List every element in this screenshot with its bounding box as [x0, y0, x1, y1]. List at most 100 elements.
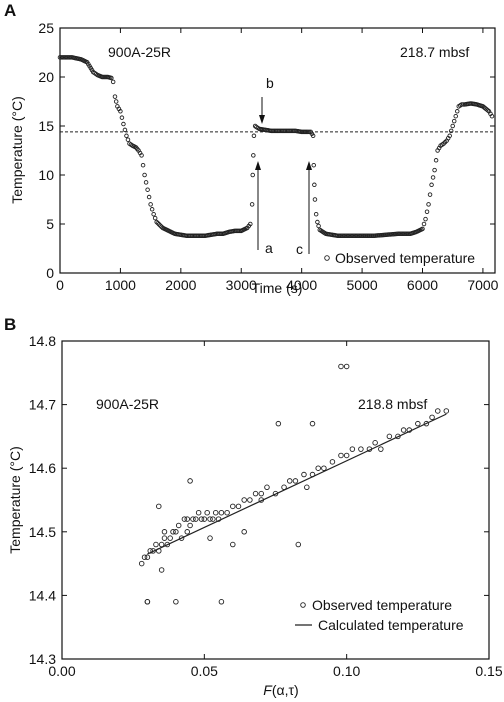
panel-a-x-tick-label: 2000: [165, 277, 196, 293]
panel-a-legend-marker: [324, 255, 330, 261]
panel-b-x-tick-label: 0.15: [475, 663, 502, 679]
panel-b-data-point: [286, 478, 293, 484]
panel-a-data-point: [109, 75, 114, 81]
panel-a-plot-frame: [59, 27, 496, 274]
panel-b-y-axis-label: Temperature (°C): [7, 446, 23, 554]
panel-a-annotation-c: c: [296, 241, 303, 257]
panel-b-y-tick-label: 14.7: [29, 397, 56, 413]
panel-b-data-point: [378, 446, 384, 452]
panel-b-data-point: [138, 560, 145, 567]
panel-b-data-point: [304, 484, 310, 491]
panel-b-y-tick-label: 14.5: [29, 524, 56, 540]
panel-a-data-point: [121, 121, 126, 127]
panel-b-data-point: [258, 497, 265, 503]
panel-a-data-point: [140, 162, 146, 168]
panel-b-data-point: [173, 599, 179, 605]
panel-a-data-point: [151, 211, 156, 217]
panel-a-data-point: [430, 175, 436, 180]
panel-b-data-point: [292, 478, 299, 484]
panel-b-data-point: [329, 459, 336, 465]
panel-b-data-point: [210, 516, 216, 522]
panel-b-data-point: [230, 503, 236, 510]
panel-a-data-point: [315, 219, 320, 225]
panel-b-data-point: [141, 554, 148, 560]
panel-a-data-point: [124, 133, 129, 139]
panel-b-data-point: [315, 465, 321, 471]
panel-a-data-point: [316, 223, 321, 229]
panel-b-data-point: [204, 509, 210, 516]
panel-a-data-point: [100, 74, 105, 80]
panel-b-data-point: [156, 548, 162, 554]
panel-b-data-point: [201, 516, 208, 522]
panel-a-x-axis-label: Time (s): [252, 280, 303, 296]
panel-b-data-point: [161, 529, 168, 535]
panel-b-data-point: [252, 490, 259, 497]
panel-a-data-point: [113, 99, 119, 104]
panel-a-data-point: [125, 137, 131, 142]
panel-a-legend-label: Observed temperature: [335, 250, 475, 266]
panel-a-x-ticks: 0 1000 2000 3000 4000 5000 6000 7000: [56, 28, 499, 293]
panel-a-annotation-b: b: [266, 75, 274, 91]
panel-a-data-point: [248, 221, 253, 227]
panel-b-data-point: [184, 516, 191, 522]
panel-b-depth-label: 218.8 mbsf: [358, 396, 427, 412]
panel-a-data-point: [112, 94, 118, 99]
panel-b-data-point: [195, 509, 202, 516]
panel-a-data-point: [459, 102, 465, 107]
panel-b-data-point: [187, 522, 193, 529]
panel-a-data-point: [251, 133, 257, 139]
panel-a-data-point: [429, 182, 434, 188]
panel-b-data-point: [158, 541, 165, 548]
panel-a-data-point: [310, 133, 316, 139]
panel-a-data-point: [451, 118, 457, 124]
panel-a-legend: Observed temperature: [324, 250, 475, 266]
panel-b-y-tick-label: 14.8: [29, 333, 56, 349]
panel-a-label: A: [4, 1, 16, 20]
panel-b-data-point: [415, 420, 421, 427]
panel-b-data-point: [212, 509, 219, 516]
panel-a-data-point: [145, 187, 150, 192]
panel-a-data-point: [251, 153, 256, 158]
panel-a-y-tick-label: 0: [46, 265, 54, 281]
panel-a-data-point: [119, 115, 125, 120]
panel-b-legend-observed: Observed temperature: [312, 597, 452, 613]
panel-a-data-point: [158, 223, 163, 228]
panel-b-data-point: [386, 433, 393, 440]
panel-b-data-point: [187, 478, 193, 484]
panel-a-data-point: [489, 113, 495, 119]
panel-b-y-tick-label: 14.6: [29, 460, 56, 476]
panel-a-data-point: [249, 202, 255, 207]
panel-a-data-point: [250, 172, 255, 178]
panel-a-data-point: [155, 220, 161, 226]
panel-a-y-tick-label: 10: [38, 167, 54, 183]
panel-b-data-point: [144, 554, 151, 560]
panel-a-x-tick-label: 0: [56, 277, 64, 293]
panel-a-data-point: [450, 123, 455, 129]
panel-b-y-ticks: 14.3 14.4 14.5 14.6 14.7 14.8: [29, 333, 489, 667]
panel-b-data-point: [338, 452, 344, 459]
panel-b-data-point: [241, 529, 247, 535]
panel-b-x-ticks: 0.00 0.05 0.10 0.15: [48, 341, 503, 679]
panel-b-data-point: [150, 548, 156, 554]
panel-b-well-label: 900A-25R: [96, 396, 159, 412]
panel-b-data-point: [247, 497, 253, 503]
panel-b-data-point: [218, 599, 225, 605]
panel-a-x-tick-label: 7000: [467, 277, 498, 293]
panel-b-data-point: [435, 408, 441, 414]
panel-b-y-tick-label: 14.3: [29, 651, 56, 667]
panel-b-data-point: [443, 408, 450, 414]
panel-b-data-point: [400, 427, 407, 433]
panel-a-y-tick-label: 25: [38, 20, 54, 36]
panel-b-data-point: [241, 497, 247, 503]
panel-b-data-point: [264, 484, 270, 491]
panel-a-arrow-c: c: [296, 161, 312, 257]
panel-b-data-point: [349, 446, 356, 452]
panel-b-data-point: [275, 420, 282, 427]
panel-a-data-point: [454, 109, 460, 114]
panel-a-x-tick-label: 4000: [286, 277, 317, 293]
panel-a-well-label: 900A-25R: [108, 44, 171, 60]
panel-b-x-tick-label: 0.05: [191, 663, 218, 679]
panel-a-y-ticks: 0 5 10 15 20 25: [38, 20, 495, 281]
panel-b-data-point: [147, 548, 153, 554]
